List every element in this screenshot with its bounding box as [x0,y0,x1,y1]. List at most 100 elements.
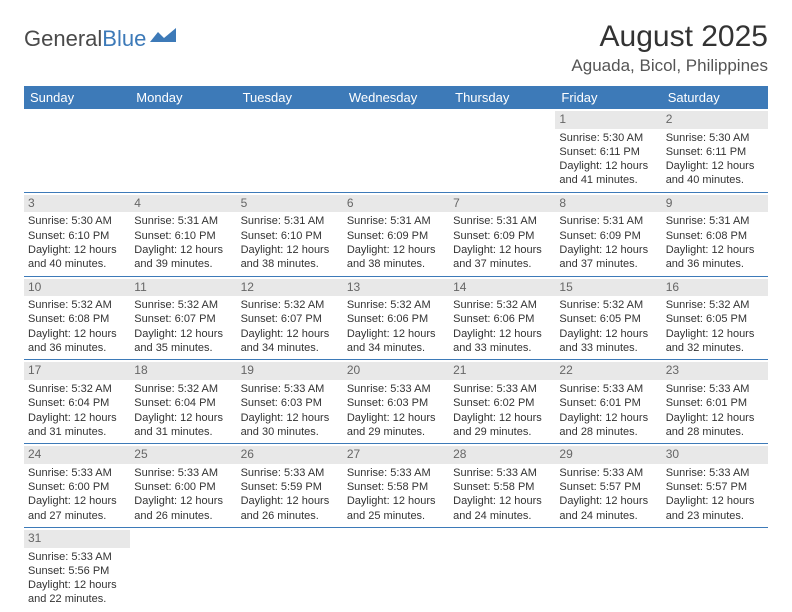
sunset-text: Sunset: 6:03 PM [241,396,339,410]
sunrise-text: Sunrise: 5:33 AM [347,466,445,480]
day-header-row: Sunday Monday Tuesday Wednesday Thursday… [24,86,768,109]
sunrise-text: Sunrise: 5:30 AM [666,131,764,145]
sunset-text: Sunset: 6:01 PM [559,396,657,410]
daylight-text: Daylight: 12 hours [241,327,339,341]
daylight-text: Daylight: 12 hours [453,243,551,257]
sunset-text: Sunset: 6:01 PM [666,396,764,410]
calendar-cell: 16Sunrise: 5:32 AMSunset: 6:05 PMDayligh… [662,276,768,360]
day-number: 2 [662,111,768,129]
daylight-text: Daylight: 12 hours [347,243,445,257]
calendar-cell [237,527,343,610]
daylight-text: and 39 minutes. [134,257,232,271]
daylight-text: and 36 minutes. [666,257,764,271]
daylight-text: Daylight: 12 hours [28,494,126,508]
location: Aguada, Bicol, Philippines [571,56,768,76]
calendar-cell: 31Sunrise: 5:33 AMSunset: 5:56 PMDayligh… [24,527,130,610]
daylight-text: Daylight: 12 hours [347,494,445,508]
calendar-cell: 29Sunrise: 5:33 AMSunset: 5:57 PMDayligh… [555,444,661,528]
daylight-text: Daylight: 12 hours [453,327,551,341]
daylight-text: Daylight: 12 hours [666,159,764,173]
sunset-text: Sunset: 6:08 PM [666,229,764,243]
sunrise-text: Sunrise: 5:32 AM [666,298,764,312]
daylight-text: Daylight: 12 hours [559,243,657,257]
daylight-text: and 34 minutes. [241,341,339,355]
sunrise-text: Sunrise: 5:32 AM [134,298,232,312]
sunset-text: Sunset: 6:02 PM [453,396,551,410]
daylight-text: Daylight: 12 hours [559,411,657,425]
sunset-text: Sunset: 6:06 PM [347,312,445,326]
day-number: 11 [130,279,236,297]
calendar-cell: 22Sunrise: 5:33 AMSunset: 6:01 PMDayligh… [555,360,661,444]
calendar-cell: 18Sunrise: 5:32 AMSunset: 6:04 PMDayligh… [130,360,236,444]
day-number: 17 [24,362,130,380]
daylight-text: and 28 minutes. [559,425,657,439]
daylight-text: Daylight: 12 hours [666,494,764,508]
day-header: Friday [555,86,661,109]
sunrise-text: Sunrise: 5:33 AM [453,466,551,480]
calendar-cell: 23Sunrise: 5:33 AMSunset: 6:01 PMDayligh… [662,360,768,444]
sunrise-text: Sunrise: 5:31 AM [666,214,764,228]
day-number: 10 [24,279,130,297]
day-number: 18 [130,362,236,380]
daylight-text: Daylight: 12 hours [134,411,232,425]
sunrise-text: Sunrise: 5:33 AM [666,382,764,396]
calendar-cell [449,527,555,610]
day-header: Thursday [449,86,555,109]
calendar-cell: 6Sunrise: 5:31 AMSunset: 6:09 PMDaylight… [343,192,449,276]
day-number: 9 [662,195,768,213]
day-number: 5 [237,195,343,213]
day-header: Monday [130,86,236,109]
calendar-cell [130,109,236,192]
calendar-cell [237,109,343,192]
sunset-text: Sunset: 5:58 PM [453,480,551,494]
sunrise-text: Sunrise: 5:33 AM [559,466,657,480]
calendar-cell: 11Sunrise: 5:32 AMSunset: 6:07 PMDayligh… [130,276,236,360]
calendar-cell: 7Sunrise: 5:31 AMSunset: 6:09 PMDaylight… [449,192,555,276]
day-number: 22 [555,362,661,380]
day-number: 30 [662,446,768,464]
daylight-text: and 33 minutes. [453,341,551,355]
daylight-text: Daylight: 12 hours [241,243,339,257]
daylight-text: and 25 minutes. [347,509,445,523]
calendar-cell: 30Sunrise: 5:33 AMSunset: 5:57 PMDayligh… [662,444,768,528]
daylight-text: and 27 minutes. [28,509,126,523]
day-number: 16 [662,279,768,297]
daylight-text: and 36 minutes. [28,341,126,355]
day-header: Sunday [24,86,130,109]
sunset-text: Sunset: 6:00 PM [28,480,126,494]
daylight-text: Daylight: 12 hours [134,243,232,257]
daylight-text: Daylight: 12 hours [28,243,126,257]
month-title: August 2025 [571,20,768,54]
calendar-cell [343,527,449,610]
sunrise-text: Sunrise: 5:31 AM [241,214,339,228]
day-header: Wednesday [343,86,449,109]
daylight-text: and 24 minutes. [453,509,551,523]
daylight-text: Daylight: 12 hours [347,327,445,341]
day-number: 28 [449,446,555,464]
daylight-text: and 37 minutes. [559,257,657,271]
daylight-text: and 40 minutes. [28,257,126,271]
day-number: 27 [343,446,449,464]
calendar-cell: 5Sunrise: 5:31 AMSunset: 6:10 PMDaylight… [237,192,343,276]
daylight-text: Daylight: 12 hours [28,578,126,592]
daylight-text: and 31 minutes. [28,425,126,439]
calendar-row: 3Sunrise: 5:30 AMSunset: 6:10 PMDaylight… [24,192,768,276]
daylight-text: and 35 minutes. [134,341,232,355]
daylight-text: and 31 minutes. [134,425,232,439]
calendar-cell [343,109,449,192]
calendar-cell: 10Sunrise: 5:32 AMSunset: 6:08 PMDayligh… [24,276,130,360]
daylight-text: and 32 minutes. [666,341,764,355]
daylight-text: and 26 minutes. [241,509,339,523]
calendar-cell [449,109,555,192]
daylight-text: Daylight: 12 hours [453,494,551,508]
calendar-cell: 4Sunrise: 5:31 AMSunset: 6:10 PMDaylight… [130,192,236,276]
calendar-table: Sunday Monday Tuesday Wednesday Thursday… [24,86,768,611]
sunrise-text: Sunrise: 5:32 AM [134,382,232,396]
calendar-cell [24,109,130,192]
calendar-cell: 1Sunrise: 5:30 AMSunset: 6:11 PMDaylight… [555,109,661,192]
daylight-text: and 34 minutes. [347,341,445,355]
daylight-text: Daylight: 12 hours [666,327,764,341]
daylight-text: Daylight: 12 hours [28,327,126,341]
day-number: 31 [24,530,130,548]
daylight-text: Daylight: 12 hours [453,411,551,425]
